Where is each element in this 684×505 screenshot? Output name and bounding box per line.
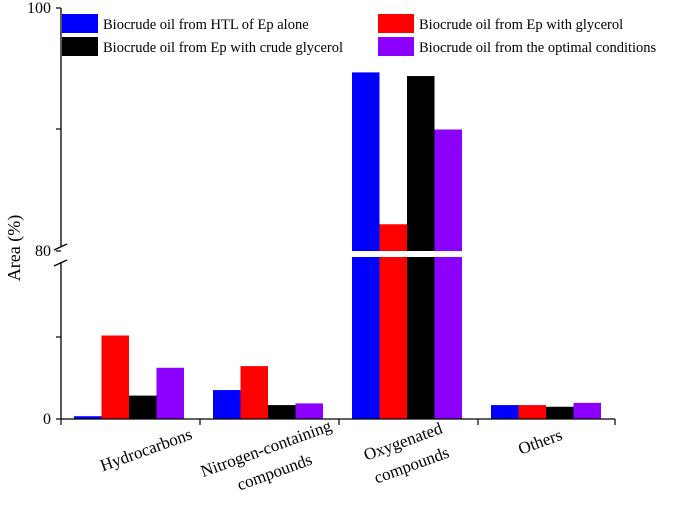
bar-3-cat-1 <box>129 395 157 419</box>
bar-4-cat-3-lower <box>434 257 462 419</box>
bar-3-cat-2 <box>268 405 296 419</box>
bar-4-cat-4 <box>573 402 601 419</box>
y-axis-label: Area (%) <box>4 215 25 281</box>
x-tick-label-1: Hydrocarbons <box>98 424 195 475</box>
y-tick-label-100: 100 <box>27 0 51 17</box>
bar-2-cat-2 <box>240 366 268 419</box>
bar-1-cat-1 <box>74 416 102 419</box>
bar-3-cat-3-lower <box>407 257 435 419</box>
x-tick-label-3: Oxygenatedcompounds <box>361 418 454 488</box>
legend-swatch-4 <box>378 37 414 56</box>
legend-swatch-3 <box>62 37 98 56</box>
bar-2-cat-4 <box>518 405 546 419</box>
bar-1-cat-3-lower <box>352 257 380 419</box>
bars-group <box>74 72 601 419</box>
bar-4-cat-1 <box>156 367 184 419</box>
bar-1-cat-3 <box>352 72 380 252</box>
y-axis-break-mark-bottom <box>53 259 68 267</box>
legend: Biocrude oil from HTL of Ep alone Biocrud… <box>62 14 657 56</box>
legend-label-1: Biocrude oil from HTL of Ep alone <box>103 17 309 33</box>
bar-2-cat-3 <box>379 224 407 251</box>
legend-label-3: Biocrude oil from Ep with crude glycerol <box>103 40 343 56</box>
y-tick-label-80: 80 <box>35 243 51 260</box>
x-tick-label-4: Others <box>516 425 565 458</box>
bar-4-cat-3 <box>434 129 462 251</box>
axis-break-band <box>340 251 480 257</box>
bar-3-cat-3 <box>407 76 435 251</box>
bar-2-cat-1 <box>101 335 129 419</box>
bar-1-cat-2 <box>213 390 241 419</box>
x-tick-label-2: Nitrogen-containingcompounds <box>198 416 343 505</box>
bar-4-cat-2 <box>295 403 323 419</box>
bar-3-cat-4 <box>546 406 574 419</box>
legend-label-2: Biocrude oil from Ep with glycerol <box>419 17 623 33</box>
legend-swatch-1 <box>62 14 98 33</box>
bar-2-cat-3-lower <box>379 257 407 419</box>
legend-swatch-2 <box>378 14 414 33</box>
y-tick-label-0: 0 <box>43 411 51 428</box>
y-axis-break-mark-top <box>53 243 68 251</box>
bar-1-cat-4 <box>491 405 519 419</box>
legend-label-4: Biocrude oil from the optimal conditions <box>419 40 657 56</box>
axes-group: 0 80 100 Hydrocarbons Nitrogen-containingcom… <box>27 0 616 505</box>
